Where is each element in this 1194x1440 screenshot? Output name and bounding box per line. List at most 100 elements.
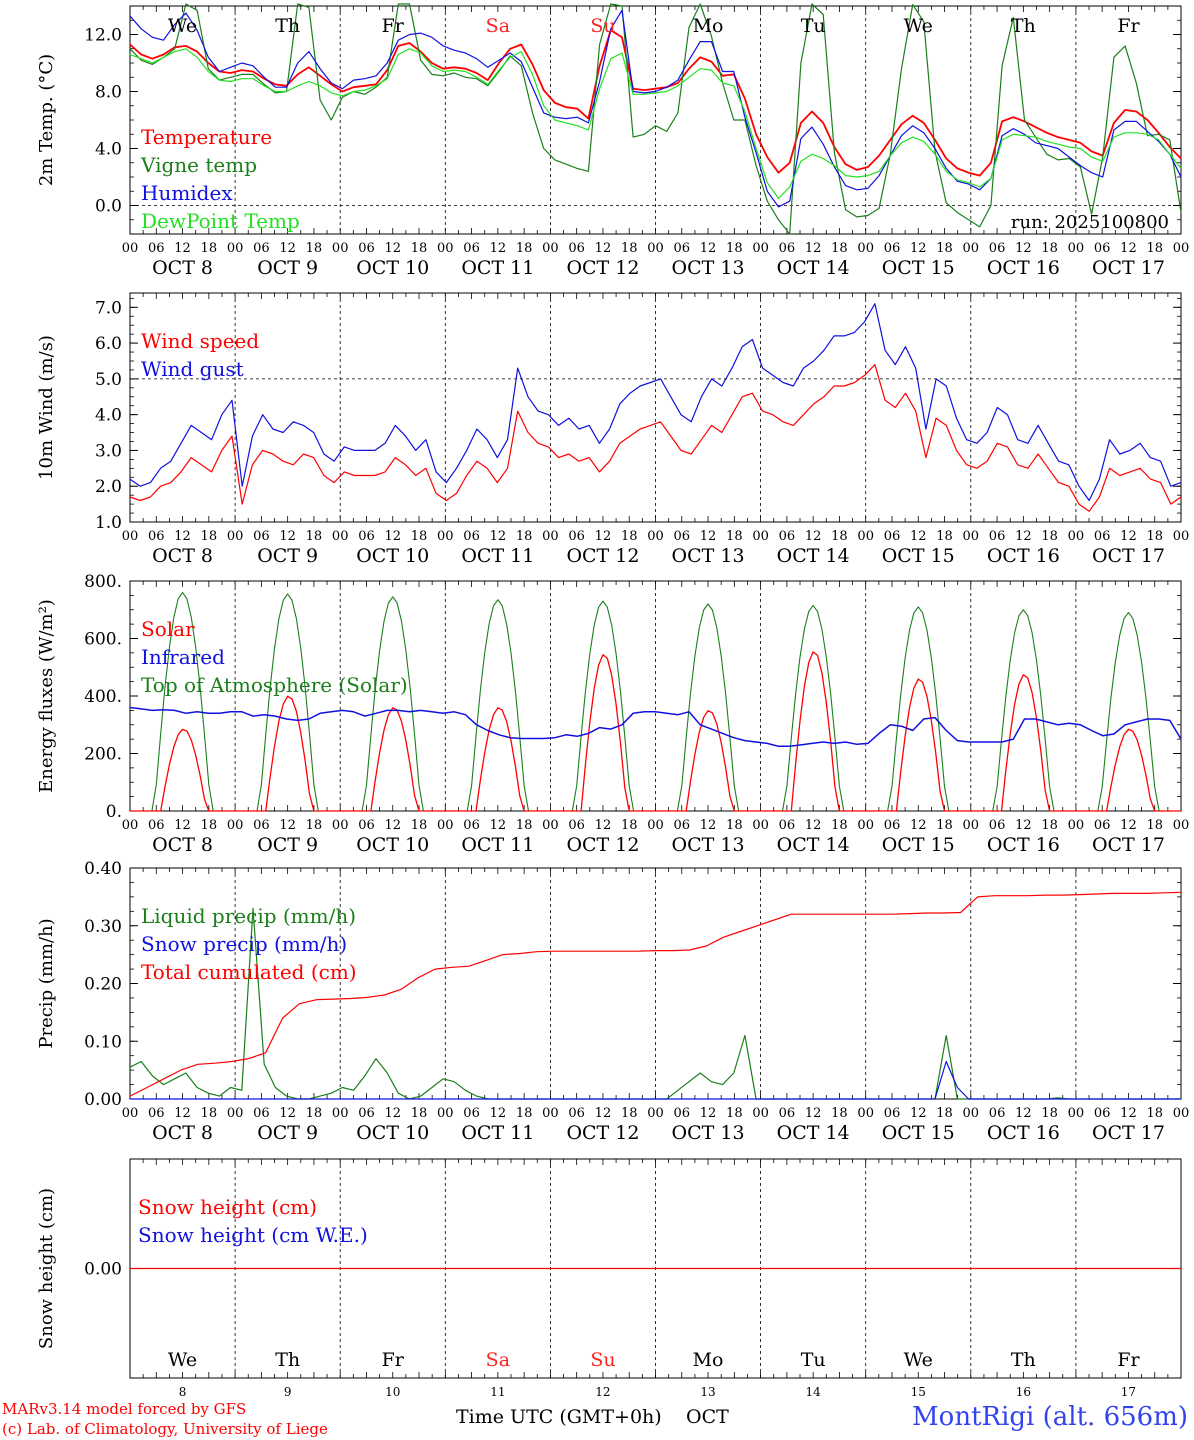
x-hour-label: 06 — [779, 529, 796, 544]
x-hour-label: 06 — [884, 1106, 901, 1121]
x-hour-label: 12 — [174, 1106, 191, 1121]
y-tick-label: 4.0 — [95, 406, 122, 426]
x-date-label: OCT 12 — [566, 1122, 639, 1144]
y-tick-label: 0.30 — [84, 917, 122, 937]
day-number: 9 — [284, 1385, 292, 1399]
x-hour-label: 06 — [148, 529, 165, 544]
legend-entry: DewPoint Temp — [141, 209, 300, 233]
legend-entry: Total cumulated (cm) — [141, 960, 357, 984]
x-date-label: OCT 12 — [566, 834, 639, 856]
x-hour-label: 00 — [437, 241, 454, 256]
x-hour-label: 00 — [437, 1106, 454, 1121]
x-hour-label: 12 — [279, 1106, 296, 1121]
x-hour-label: 00 — [227, 818, 244, 833]
x-hour-label: 00 — [752, 241, 769, 256]
x-date-label: OCT 13 — [672, 1122, 745, 1144]
x-hour-label: 00 — [647, 1106, 664, 1121]
x-date-label: OCT 8 — [152, 1122, 213, 1144]
x-date-label: OCT 17 — [1092, 545, 1165, 567]
y-axis-label: 2m Temp. (°C) — [36, 54, 57, 186]
panel-4: 0.00 0.10 0.20 0.30 0.40 Precip (mm/h) 00 06 12 1… — [36, 859, 1189, 1144]
day-number: 13 — [700, 1385, 715, 1399]
x-hour-label: 00 — [332, 818, 349, 833]
x-hour-label: 12 — [700, 818, 717, 833]
day-of-week-bottom: Fr — [382, 1349, 405, 1371]
x-date-label: OCT 9 — [257, 834, 318, 856]
x-hour-label: 00 — [857, 241, 874, 256]
legend-entry: Snow height (cm W.E.) — [138, 1223, 368, 1247]
x-hour-label: 06 — [253, 1106, 270, 1121]
day-of-week-top: Su — [590, 15, 615, 37]
legend-entry: Liquid precip (mm/h) — [141, 904, 356, 928]
x-hour-label: 18 — [306, 241, 323, 256]
x-hour-label: 12 — [910, 1106, 927, 1121]
y-tick-label: 0.40 — [84, 859, 122, 879]
x-hour-label: 12 — [1120, 529, 1137, 544]
x-hour-label: 00 — [122, 818, 139, 833]
y-tick-label: 6.0 — [95, 334, 122, 354]
y-tick-label: 0. — [106, 802, 122, 822]
y-axis-label: Precip (mm/h) — [36, 918, 57, 1048]
x-hour-label: 18 — [1146, 529, 1163, 544]
legend-entry: Wind speed — [141, 329, 259, 353]
legend-entry: Solar — [141, 617, 195, 641]
day-of-week-top: Fr — [382, 15, 405, 37]
day-of-week-top: Mo — [693, 15, 724, 37]
x-date-label: OCT 12 — [566, 257, 639, 279]
series-vigne-temp — [129, 3, 1182, 235]
x-hour-label: 18 — [831, 818, 848, 833]
x-hour-label: 18 — [1041, 529, 1058, 544]
x-hour-label: 00 — [963, 241, 980, 256]
y-tick-label: 0.0 — [95, 197, 122, 217]
x-hour-label: 12 — [384, 818, 401, 833]
legend-entry: Infrared — [141, 645, 225, 669]
x-hour-label: 18 — [936, 241, 953, 256]
day-of-week-top: Th — [1011, 15, 1036, 37]
x-hour-label: 06 — [148, 1106, 165, 1121]
x-hour-label: 00 — [963, 818, 980, 833]
x-date-label: OCT 11 — [461, 834, 534, 856]
x-hour-label: 18 — [1041, 1106, 1058, 1121]
day-of-week-top: Fr — [1117, 15, 1140, 37]
x-hour-label: 12 — [1120, 241, 1137, 256]
x-hour-label: 00 — [542, 818, 559, 833]
x-date-label: OCT 9 — [257, 257, 318, 279]
x-hour-label: 12 — [595, 529, 612, 544]
y-tick-label: 0.20 — [84, 975, 122, 995]
x-date-label: OCT 17 — [1092, 834, 1165, 856]
series-dewpoint-temp — [129, 48, 1182, 199]
x-hour-label: 18 — [201, 818, 218, 833]
x-hour-label: 18 — [621, 818, 638, 833]
x-hour-label: 18 — [936, 1106, 953, 1121]
x-hour-label: 18 — [621, 1106, 638, 1121]
y-tick-label: 4.0 — [95, 140, 122, 160]
x-hour-label: 06 — [463, 529, 480, 544]
x-hour-label: 12 — [595, 1106, 612, 1121]
panel-5: 0.00 Snow height (cm) Snow height (cm) Snow… — [36, 1158, 1182, 1379]
legend-entry: Snow height (cm) — [138, 1195, 317, 1219]
x-hour-label: 12 — [595, 818, 612, 833]
x-hour-label: 00 — [332, 241, 349, 256]
x-hour-label: 12 — [805, 1106, 822, 1121]
x-hour-label: 18 — [516, 1106, 533, 1121]
x-hour-label: 06 — [358, 529, 375, 544]
x-hour-label: 12 — [279, 818, 296, 833]
series-total-cumulated-cm- — [129, 891, 1182, 1097]
x-hour-label: 06 — [148, 241, 165, 256]
day-number: 17 — [1121, 1385, 1136, 1399]
x-hour-label: 12 — [805, 241, 822, 256]
x-hour-label: 12 — [384, 529, 401, 544]
x-hour-label: 12 — [490, 241, 507, 256]
x-date-label: OCT 8 — [152, 834, 213, 856]
x-hour-label: 00 — [857, 818, 874, 833]
x-hour-label: 12 — [805, 529, 822, 544]
x-hour-label: 00 — [1173, 529, 1190, 544]
run-label: run: 2025100800 — [1011, 212, 1169, 233]
x-hour-label: 06 — [253, 241, 270, 256]
x-hour-label: 18 — [411, 241, 428, 256]
x-hour-label: 12 — [384, 241, 401, 256]
y-tick-label: 0.00 — [84, 1260, 122, 1280]
y-tick-label: 12.0 — [84, 26, 122, 46]
